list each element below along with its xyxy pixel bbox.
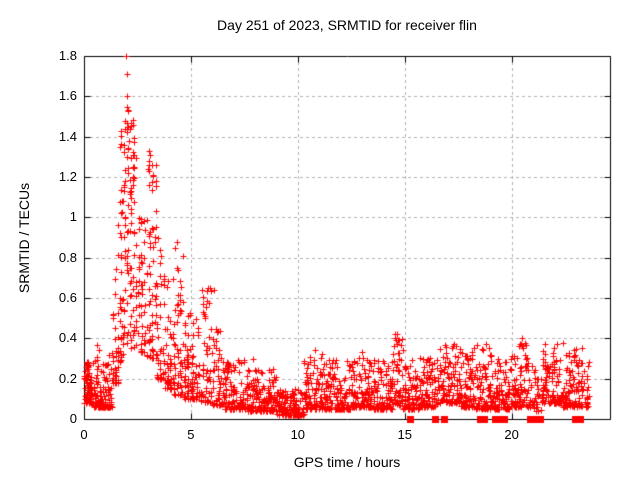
x-tick-label-10: 10 xyxy=(290,427,306,442)
y-tick-label-0.8: 0.8 xyxy=(58,249,77,265)
y-tick-label-1.6: 1.6 xyxy=(58,88,77,104)
y-tick-label-1.8: 1.8 xyxy=(58,48,77,63)
y-tick-label-0: 0 xyxy=(69,411,77,426)
y-tick-label-1.4: 1.4 xyxy=(58,128,77,144)
y-tick-label-1: 1 xyxy=(69,209,77,225)
chart-title: Day 251 of 2023, SRMTID for receiver fli… xyxy=(217,17,477,33)
y-tick-label-1.2: 1.2 xyxy=(58,169,77,184)
x-tick-label-20: 20 xyxy=(504,427,519,442)
y-tick-label-0.6: 0.6 xyxy=(58,290,77,305)
x-axis-label: GPS time / hours xyxy=(293,454,401,470)
x-tick-label-15: 15 xyxy=(397,427,412,442)
x-tick-label-5: 5 xyxy=(187,427,195,442)
y-axis-label: SRMTID / TECUs xyxy=(16,182,32,294)
y-tick-label-0.2: 0.2 xyxy=(58,370,77,386)
x-tick-label-0: 0 xyxy=(80,427,88,442)
y-tick-label-0.4: 0.4 xyxy=(58,330,77,346)
